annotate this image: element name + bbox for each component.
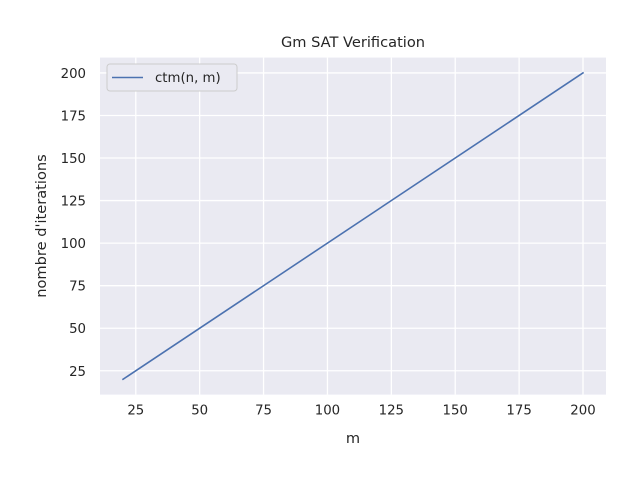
x-tick-labels: 25 50 75 100 125 150 175 200 bbox=[127, 404, 595, 419]
x-tick-label-150: 150 bbox=[443, 404, 468, 419]
x-gridlines bbox=[135, 57, 584, 395]
x-tick-label-100: 100 bbox=[315, 404, 340, 419]
chart-title: Gm SAT Verification bbox=[281, 34, 425, 51]
y-tick-label-25: 25 bbox=[69, 365, 86, 380]
y-tick-label-150: 150 bbox=[61, 152, 86, 167]
series-line-0 bbox=[121, 71, 585, 381]
y-tick-label-200: 200 bbox=[61, 67, 86, 82]
y-tick-label-50: 50 bbox=[69, 322, 86, 337]
legend-label-ctm: ctm(n, m) bbox=[155, 71, 221, 86]
y-tick-labels: 25 50 75 100 125 150 175 200 bbox=[61, 67, 86, 380]
x-tick-label-75: 75 bbox=[255, 404, 272, 419]
legend: ctm(n, m) bbox=[106, 63, 238, 92]
y-tick-label-75: 75 bbox=[69, 280, 86, 295]
x-tick-label-175: 175 bbox=[506, 404, 531, 419]
x-axis-label: m bbox=[346, 430, 360, 447]
x-tick-label-200: 200 bbox=[570, 404, 595, 419]
series-layer bbox=[121, 71, 585, 381]
x-tick-label-25: 25 bbox=[127, 404, 144, 419]
y-axis-label: nombre d'iterations bbox=[33, 154, 50, 298]
y-tick-label-175: 175 bbox=[61, 109, 86, 124]
y-tick-label-100: 100 bbox=[61, 237, 86, 252]
x-tick-label-50: 50 bbox=[191, 404, 208, 419]
legend-box bbox=[106, 63, 238, 92]
y-tick-label-125: 125 bbox=[61, 195, 86, 210]
x-tick-label-125: 125 bbox=[379, 404, 404, 419]
